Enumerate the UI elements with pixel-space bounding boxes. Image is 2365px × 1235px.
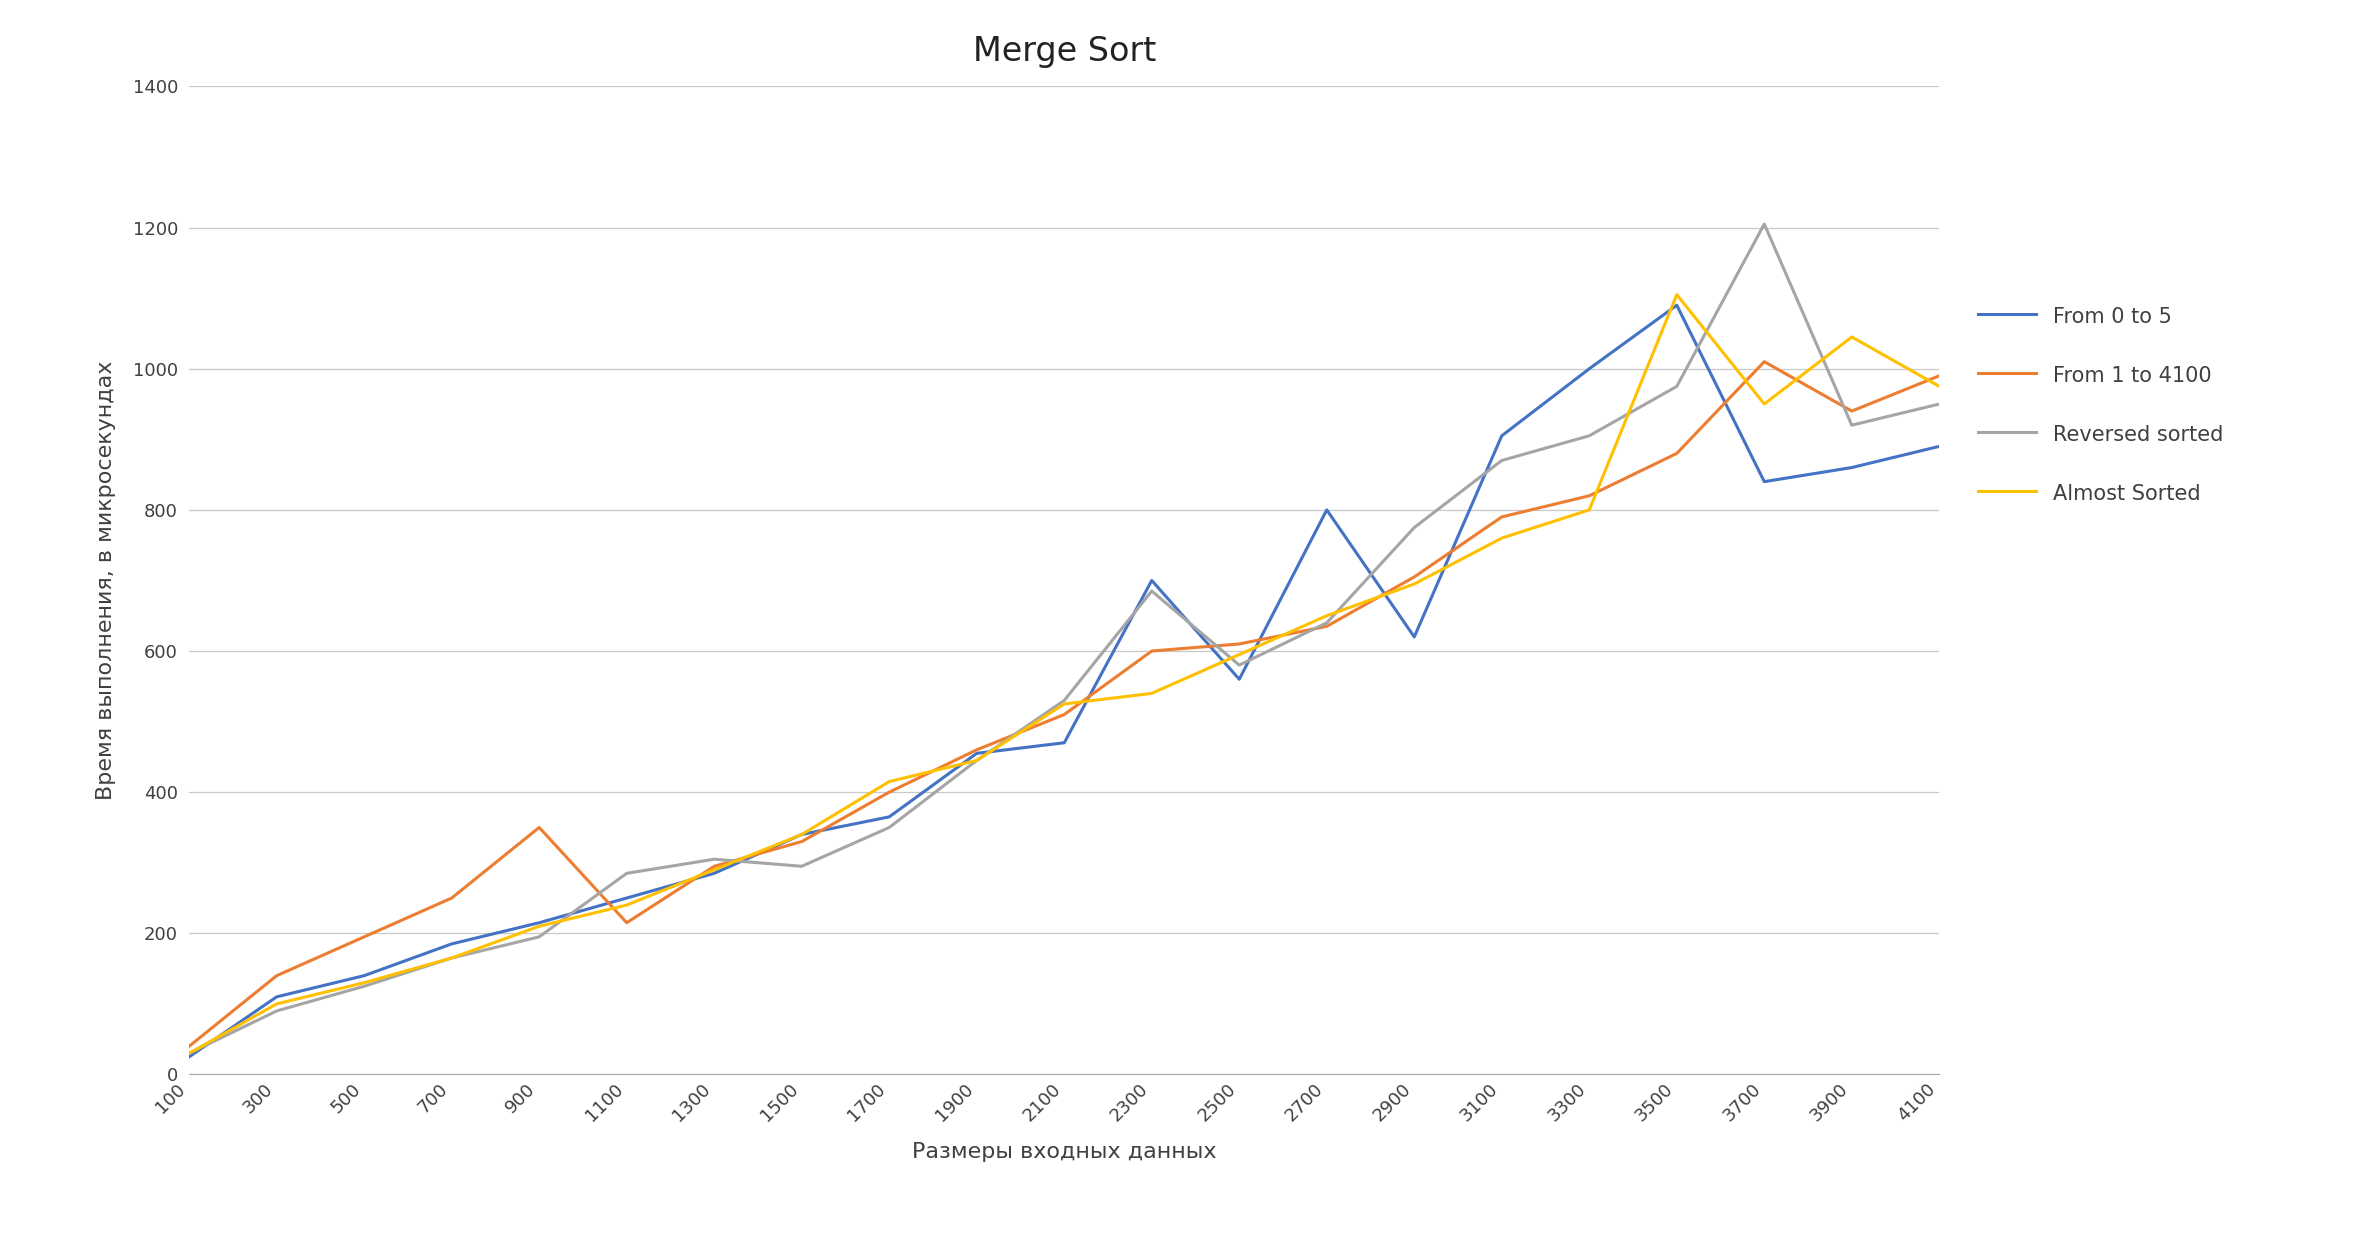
Almost Sorted xyxy=(525,919,553,934)
Reversed sorted xyxy=(1050,693,1078,708)
Almost Sorted xyxy=(1575,503,1603,517)
From 1 to 4100 xyxy=(788,834,816,848)
From 0 to 5 xyxy=(613,890,641,905)
Reversed sorted xyxy=(875,820,903,835)
Almost Sorted xyxy=(1488,531,1516,546)
Almost Sorted xyxy=(963,753,991,768)
From 0 to 5 xyxy=(1488,429,1516,443)
From 1 to 4100 xyxy=(1925,368,1953,383)
X-axis label: Размеры входных данных: Размеры входных данных xyxy=(913,1141,1216,1162)
Reversed sorted xyxy=(1575,429,1603,443)
From 1 to 4100 xyxy=(963,742,991,757)
From 1 to 4100 xyxy=(1050,708,1078,722)
From 1 to 4100 xyxy=(1750,354,1778,369)
From 0 to 5 xyxy=(1050,735,1078,750)
From 0 to 5 xyxy=(1663,298,1691,312)
From 0 to 5 xyxy=(1138,573,1166,588)
From 0 to 5 xyxy=(263,989,291,1004)
Almost Sorted xyxy=(1225,647,1253,662)
Almost Sorted xyxy=(350,976,378,990)
From 1 to 4100 xyxy=(1488,510,1516,525)
Reversed sorted xyxy=(263,1004,291,1019)
Almost Sorted xyxy=(875,774,903,789)
From 0 to 5 xyxy=(350,968,378,983)
From 0 to 5 xyxy=(700,866,728,881)
From 1 to 4100 xyxy=(263,968,291,983)
From 1 to 4100 xyxy=(175,1039,203,1053)
From 0 to 5 xyxy=(1838,461,1866,475)
Reversed sorted xyxy=(788,858,816,873)
Almost Sorted xyxy=(1663,288,1691,303)
From 1 to 4100 xyxy=(875,784,903,799)
Almost Sorted xyxy=(1138,685,1166,700)
From 1 to 4100 xyxy=(1138,643,1166,658)
From 0 to 5 xyxy=(1575,362,1603,377)
Reversed sorted xyxy=(438,951,466,966)
Almost Sorted xyxy=(700,862,728,877)
From 1 to 4100 xyxy=(1313,619,1341,634)
From 0 to 5 xyxy=(788,827,816,842)
Line: Almost Sorted: Almost Sorted xyxy=(189,295,1939,1053)
From 1 to 4100 xyxy=(613,915,641,930)
From 1 to 4100 xyxy=(1400,569,1428,584)
From 0 to 5 xyxy=(1225,672,1253,687)
From 1 to 4100 xyxy=(1575,488,1603,503)
Legend: From 0 to 5, From 1 to 4100, Reversed sorted, Almost Sorted: From 0 to 5, From 1 to 4100, Reversed so… xyxy=(1968,294,2233,515)
Almost Sorted xyxy=(263,997,291,1011)
Reversed sorted xyxy=(1925,396,1953,411)
Almost Sorted xyxy=(788,827,816,842)
Reversed sorted xyxy=(1138,584,1166,599)
From 0 to 5 xyxy=(438,936,466,951)
From 0 to 5 xyxy=(175,1050,203,1065)
Line: From 1 to 4100: From 1 to 4100 xyxy=(189,362,1939,1046)
Almost Sorted xyxy=(175,1046,203,1061)
From 1 to 4100 xyxy=(1663,446,1691,461)
Line: From 0 to 5: From 0 to 5 xyxy=(189,305,1939,1057)
Reversed sorted xyxy=(1663,379,1691,394)
From 1 to 4100 xyxy=(350,930,378,945)
From 0 to 5 xyxy=(875,809,903,824)
Reversed sorted xyxy=(700,852,728,867)
Reversed sorted xyxy=(525,930,553,945)
Reversed sorted xyxy=(1750,216,1778,231)
Reversed sorted xyxy=(1400,520,1428,535)
From 0 to 5 xyxy=(1925,438,1953,453)
Title: Merge Sort: Merge Sort xyxy=(972,36,1156,68)
Reversed sorted xyxy=(175,1046,203,1061)
From 0 to 5 xyxy=(1400,630,1428,645)
From 1 to 4100 xyxy=(525,820,553,835)
Almost Sorted xyxy=(1400,577,1428,592)
Reversed sorted xyxy=(1225,658,1253,673)
Almost Sorted xyxy=(438,951,466,966)
Almost Sorted xyxy=(1313,609,1341,624)
From 1 to 4100 xyxy=(1838,404,1866,419)
From 1 to 4100 xyxy=(438,890,466,905)
Reversed sorted xyxy=(613,866,641,881)
From 0 to 5 xyxy=(963,746,991,761)
Reversed sorted xyxy=(1313,615,1341,630)
From 0 to 5 xyxy=(525,915,553,930)
From 0 to 5 xyxy=(1313,503,1341,517)
From 1 to 4100 xyxy=(1225,636,1253,651)
From 1 to 4100 xyxy=(700,858,728,873)
Almost Sorted xyxy=(613,898,641,913)
Reversed sorted xyxy=(350,979,378,994)
Reversed sorted xyxy=(1488,453,1516,468)
Almost Sorted xyxy=(1750,396,1778,411)
Almost Sorted xyxy=(1925,379,1953,394)
Almost Sorted xyxy=(1050,697,1078,711)
Line: Reversed sorted: Reversed sorted xyxy=(189,224,1939,1053)
From 0 to 5 xyxy=(1750,474,1778,489)
Reversed sorted xyxy=(963,753,991,768)
Y-axis label: Время выполнения, в микросекундах: Время выполнения, в микросекундах xyxy=(97,361,116,800)
Reversed sorted xyxy=(1838,417,1866,432)
Almost Sorted xyxy=(1838,330,1866,345)
